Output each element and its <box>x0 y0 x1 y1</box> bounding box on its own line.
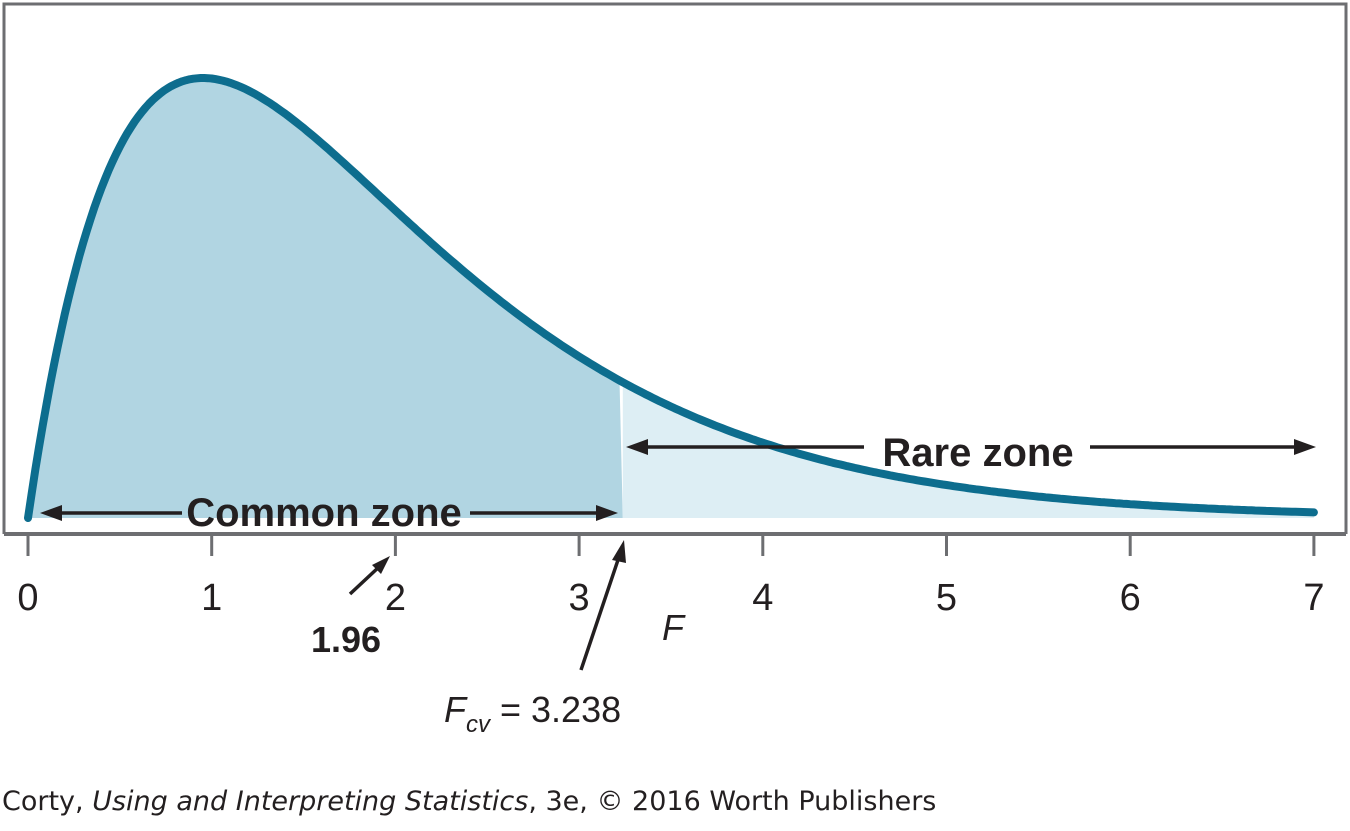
x-tick-label-4: 4 <box>752 577 773 619</box>
rare-zone-label: Rare zone <box>882 431 1073 475</box>
critical-value-label: Fcv = 3.238 <box>444 689 621 738</box>
credit-author: Corty, <box>2 786 93 817</box>
x-tick-label-1: 1 <box>201 577 222 619</box>
observed-value-label: 1.96 <box>311 619 381 660</box>
f-density-curve <box>24 74 1318 522</box>
x-tick-label-7: 7 <box>1303 577 1324 619</box>
x-tick-label-6: 6 <box>1120 577 1141 619</box>
credit-book-title: Using and Interpreting Statistics <box>92 786 529 817</box>
rare-zone-arrow <box>626 439 1316 455</box>
critical-value-pointer <box>579 540 626 671</box>
common-zone-area <box>28 78 623 518</box>
chart-frame <box>2 2 1348 534</box>
x-tick-label-3: 3 <box>569 577 590 619</box>
x-tick-label-5: 5 <box>936 577 957 619</box>
common-zone-label: Common zone <box>186 491 462 535</box>
critical-value-subscript: cv <box>466 711 492 738</box>
x-axis-label: F <box>662 607 686 648</box>
copyright-credit: Corty, Using and Interpreting Statistics… <box>2 786 936 817</box>
x-tick-label-0: 0 <box>17 577 38 619</box>
rare-zone-area <box>622 382 1314 518</box>
observed-value-pointer <box>348 556 390 596</box>
x-tick-label-2: 2 <box>385 577 406 619</box>
common-zone-arrow <box>40 505 618 521</box>
x-axis-ticks: 0 1 2 3 4 5 6 7 <box>17 534 1324 619</box>
critical-value-number: = 3.238 <box>490 689 621 730</box>
critical-value-symbol: F <box>444 689 468 730</box>
credit-edition: , 3e, © 2016 Worth Publishers <box>528 786 937 817</box>
